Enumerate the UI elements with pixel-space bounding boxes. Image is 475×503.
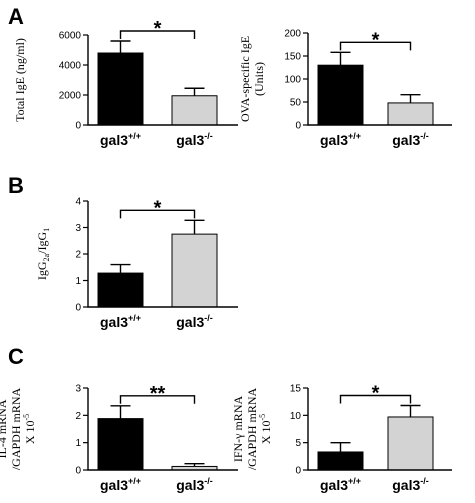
- y-tick-label: 1: [75, 276, 81, 287]
- y-tick-label: 10: [290, 411, 302, 422]
- y-tick-label: 2: [75, 411, 81, 422]
- y-tick-label: 50: [290, 98, 302, 109]
- y-axis-label-line: IL-4 mRNA: [0, 399, 9, 458]
- panel-letter: A: [8, 4, 24, 29]
- category-label: gal3+/+: [320, 131, 361, 148]
- y-tick-label: 0: [75, 121, 81, 132]
- bar-wildtype: [97, 52, 144, 126]
- significance-bracket: [119, 209, 196, 219]
- y-axis-label: IgG2a/IgG1: [35, 228, 51, 280]
- bar-wildtype: [317, 64, 364, 126]
- y-tick-label: 5: [295, 438, 301, 449]
- y-axis-label-line: Total IgE (ng/ml): [13, 38, 27, 122]
- y-tick-label: 0: [75, 303, 81, 314]
- y-tick-label: 3: [75, 223, 81, 234]
- significance-bracket: [339, 41, 412, 51]
- category-label: gal3-/-: [176, 313, 213, 330]
- category-label: gal3-/-: [176, 476, 213, 493]
- chart-B: B 0 1 2 3 4 gal3+/+ gal3-/- *: [8, 173, 238, 330]
- chart-A-right: 0 50 100 150 200 gal3+/+ gal3-/- *: [284, 29, 452, 148]
- bar-knockout: [171, 233, 218, 308]
- bar-wildtype: [317, 451, 364, 471]
- y-axis-label-line: X 10-5: [22, 414, 37, 444]
- category-label: gal3+/+: [100, 131, 141, 148]
- bar-wildtype: [97, 272, 144, 308]
- chart-A-left: A 0 2000 4000 6000 gal3+/+ gal3-/- *: [8, 4, 238, 148]
- y-axis-label-line: IgG2a/IgG1: [35, 228, 51, 280]
- y-tick-label: 0: [295, 121, 301, 132]
- category-label: gal3-/-: [176, 131, 213, 148]
- y-axis-label-line: X 10-5: [258, 414, 273, 444]
- significance-marker: *: [154, 18, 162, 40]
- y-axis-label: Total IgE (ng/ml): [13, 38, 27, 122]
- y-axis-label-line: /GAPDH mRNA: [9, 387, 23, 470]
- y-axis-label: OVA-specific IgE (Units): [238, 36, 266, 122]
- chart-C-right: 0 5 10 15 gal3+/+ gal3-/- *: [290, 382, 452, 493]
- significance-bracket: [339, 394, 412, 404]
- y-tick-label: 1: [75, 438, 81, 449]
- significance-bracket: [119, 30, 196, 39]
- y-axis-label: IFN-γ mRNA/GAPDH mRNA X 10-5: [231, 387, 273, 470]
- y-tick-label: 4000: [59, 61, 82, 72]
- category-label: gal3-/-: [392, 476, 429, 493]
- significance-marker: *: [372, 382, 380, 404]
- y-tick-label: 6000: [59, 31, 82, 42]
- y-tick-label: 4: [75, 197, 81, 208]
- significance-bracket: [119, 395, 196, 404]
- y-tick-label: 0: [295, 466, 301, 477]
- y-axis-label-line: OVA-specific IgE: [238, 36, 252, 122]
- bar-wildtype: [97, 418, 144, 471]
- y-tick-label: 200: [284, 29, 301, 40]
- panel-letter: B: [8, 173, 24, 198]
- y-tick-label: 2000: [59, 91, 82, 102]
- bar-knockout: [387, 102, 434, 126]
- significance-marker: *: [372, 29, 380, 51]
- chart-C-left: C 0 1 2 3 gal3+/+ gal3-/- **: [8, 344, 238, 493]
- y-axis-label-line: /GAPDH mRNA: [245, 387, 259, 470]
- significance-marker: **: [150, 383, 166, 405]
- category-label: gal3-/-: [392, 131, 429, 148]
- panel-letter: C: [8, 344, 24, 369]
- y-axis-label-line: IFN-γ mRNA: [231, 396, 245, 463]
- y-tick-label: 15: [290, 384, 302, 395]
- category-label: gal3+/+: [320, 476, 361, 493]
- y-tick-label: 150: [284, 52, 301, 63]
- y-tick-label: 2: [75, 250, 81, 261]
- y-axis-label-line: (Units): [252, 62, 266, 96]
- category-label: gal3+/+: [100, 313, 141, 330]
- y-axis-label: IL-4 mRNA/GAPDH mRNA X 10-5: [0, 387, 37, 470]
- bar-knockout: [387, 416, 434, 471]
- y-tick-label: 0: [75, 466, 81, 477]
- y-tick-label: 100: [284, 75, 301, 86]
- y-tick-label: 3: [75, 384, 81, 395]
- significance-marker: *: [154, 197, 162, 219]
- category-label: gal3+/+: [100, 476, 141, 493]
- bar-knockout: [171, 95, 218, 126]
